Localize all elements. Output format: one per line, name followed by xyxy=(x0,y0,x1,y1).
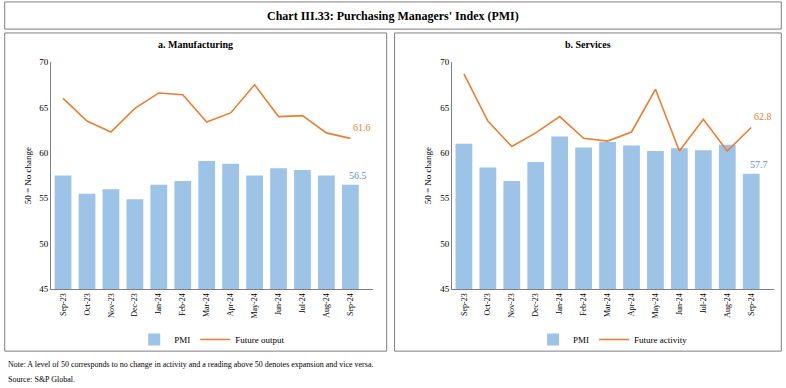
svg-text:Feb-24: Feb-24 xyxy=(579,293,588,316)
svg-text:PMI: PMI xyxy=(174,335,190,345)
svg-text:May-24: May-24 xyxy=(651,293,660,318)
svg-text:70: 70 xyxy=(440,57,450,67)
svg-text:Jul-24: Jul-24 xyxy=(699,293,708,313)
svg-text:Mar-24: Mar-24 xyxy=(202,293,211,317)
svg-text:45: 45 xyxy=(39,284,49,294)
svg-text:Apr-24: Apr-24 xyxy=(627,293,636,316)
svg-text:65: 65 xyxy=(39,103,49,113)
svg-text:Future activity: Future activity xyxy=(634,335,687,345)
svg-text:Dec-23: Dec-23 xyxy=(531,293,540,317)
svg-text:Aug-24: Aug-24 xyxy=(322,293,331,317)
svg-text:70: 70 xyxy=(39,57,49,67)
svg-text:Mar-24: Mar-24 xyxy=(603,293,612,317)
svg-text:56.5: 56.5 xyxy=(349,170,367,181)
svg-text:Chart III.33: Purchasing Manag: Chart III.33: Purchasing Managers' Index… xyxy=(267,9,519,23)
svg-text:50: 50 xyxy=(440,239,450,249)
svg-text:50 = No change: 50 = No change xyxy=(23,147,33,204)
svg-text:Sep-23: Sep-23 xyxy=(59,293,68,316)
svg-text:Source: S&P Global.: Source: S&P Global. xyxy=(8,375,75,384)
svg-text:50 = No change: 50 = No change xyxy=(424,147,434,204)
svg-text:57.7: 57.7 xyxy=(750,159,768,170)
svg-text:Jan-24: Jan-24 xyxy=(154,293,163,314)
svg-text:Oct-23: Oct-23 xyxy=(483,293,492,315)
svg-text:60: 60 xyxy=(39,148,49,158)
svg-text:60: 60 xyxy=(440,148,450,158)
svg-text:55: 55 xyxy=(39,193,49,203)
svg-text:Jan-24: Jan-24 xyxy=(555,293,564,314)
svg-text:PMI: PMI xyxy=(573,335,589,345)
svg-text:Jul-24: Jul-24 xyxy=(298,293,307,313)
svg-text:Sep-24: Sep-24 xyxy=(747,293,756,316)
svg-text:Nov-23: Nov-23 xyxy=(107,293,116,317)
svg-text:May-24: May-24 xyxy=(250,293,259,318)
svg-text:Future output: Future output xyxy=(235,335,284,345)
svg-text:62.8: 62.8 xyxy=(754,111,772,122)
svg-text:Sep-24: Sep-24 xyxy=(346,293,355,316)
svg-text:50: 50 xyxy=(39,239,49,249)
svg-text:Dec-23: Dec-23 xyxy=(130,293,139,317)
svg-text:Sep-23: Sep-23 xyxy=(460,293,469,316)
svg-text:a. Manufacturing: a. Manufacturing xyxy=(158,39,233,50)
svg-text:45: 45 xyxy=(440,284,450,294)
svg-text:Feb-24: Feb-24 xyxy=(178,293,187,316)
svg-text:Jun-24: Jun-24 xyxy=(274,293,283,315)
svg-text:Apr-24: Apr-24 xyxy=(226,293,235,316)
svg-text:b. Services: b. Services xyxy=(565,39,611,50)
svg-text:61.6: 61.6 xyxy=(353,122,371,133)
svg-text:65: 65 xyxy=(440,103,450,113)
svg-text:55: 55 xyxy=(440,193,450,203)
svg-text:Nov-23: Nov-23 xyxy=(507,293,516,317)
svg-text:Note: A level of 50 correspond: Note: A level of 50 corresponds to no ch… xyxy=(8,360,373,369)
svg-text:Jun-24: Jun-24 xyxy=(675,293,684,315)
svg-text:Oct-23: Oct-23 xyxy=(83,293,92,315)
svg-text:Aug-24: Aug-24 xyxy=(723,293,732,317)
